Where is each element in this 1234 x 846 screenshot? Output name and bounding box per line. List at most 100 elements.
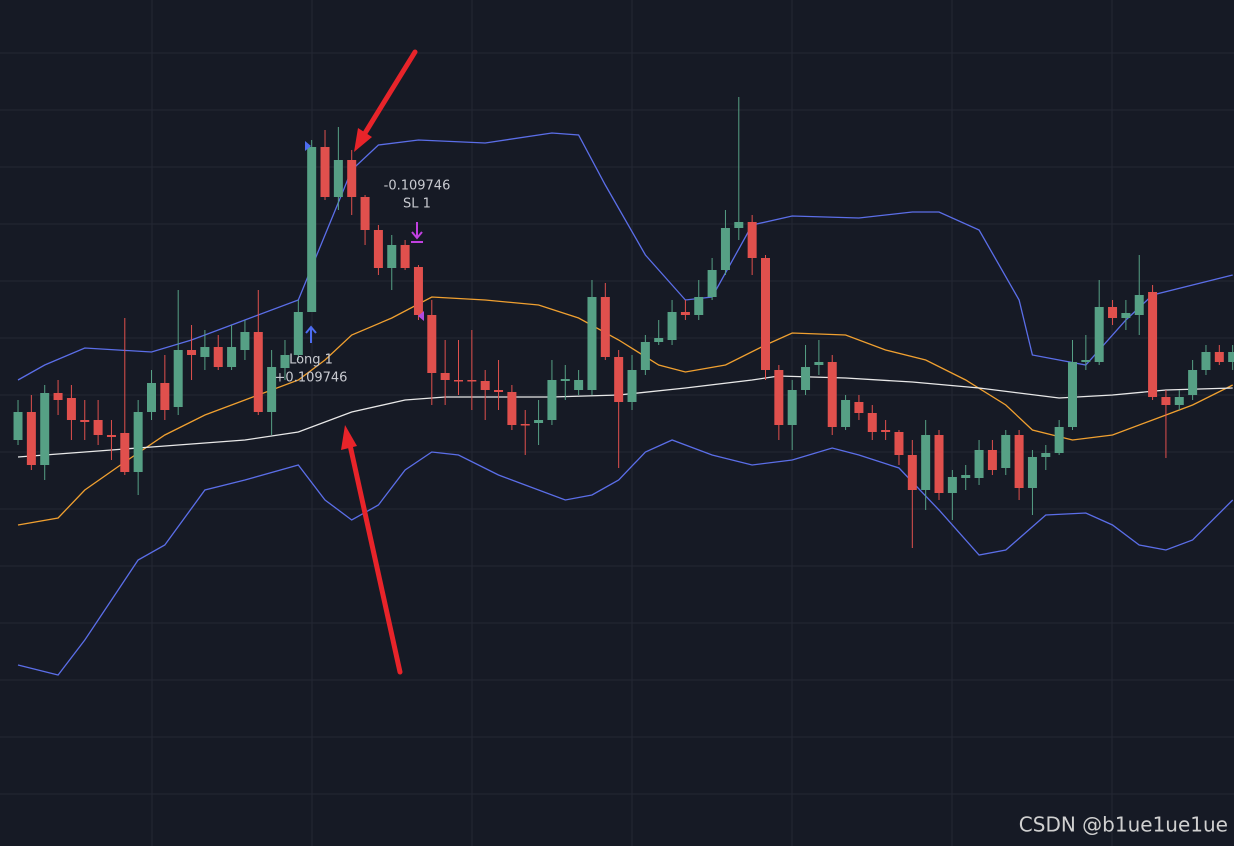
candle-body (307, 147, 317, 312)
candle-body (106, 435, 116, 437)
candle-body (13, 412, 23, 440)
candle-body (1067, 362, 1077, 427)
annotation: Long 1 (289, 353, 333, 368)
candle-body (146, 383, 156, 412)
arrow-head (341, 425, 357, 450)
arrow-head (354, 128, 372, 152)
candle-body (747, 222, 757, 258)
candle-body (1214, 352, 1224, 362)
candle-body (360, 197, 370, 230)
candle-body (1108, 307, 1118, 318)
candle-body (961, 475, 971, 478)
candle-body (921, 435, 931, 490)
candle-body (187, 350, 197, 355)
candle-body (1001, 435, 1011, 468)
candle-body (160, 383, 170, 410)
candle-body (120, 433, 130, 472)
candle-body (934, 435, 944, 493)
plot (13, 97, 1234, 676)
candle-body (841, 400, 851, 427)
exit-marker (418, 311, 424, 321)
candle-body (1041, 453, 1051, 457)
candle-body (1174, 397, 1184, 405)
candle-body (547, 380, 557, 420)
sl-arrow (411, 222, 423, 243)
candle-body (1148, 292, 1158, 397)
candle-body (814, 362, 824, 365)
candle-body (80, 420, 90, 422)
candle-body (640, 342, 650, 370)
candle-body (827, 362, 837, 427)
candle-body (787, 390, 797, 425)
candle-body (881, 430, 891, 432)
candle-body (667, 312, 677, 340)
watermark: CSDN @b1ue1ue1ue (1019, 813, 1228, 837)
candle-body (1054, 427, 1064, 453)
candle-body (66, 398, 76, 420)
annotation: SL 1 (403, 197, 431, 212)
candle-body (480, 381, 490, 390)
annotation: +0.109746 (275, 371, 348, 386)
arrow (347, 442, 403, 675)
indicator-line (17, 439, 1234, 676)
candle-body (1228, 352, 1234, 362)
candle-body (213, 347, 223, 367)
candle-body (494, 390, 504, 392)
candle-body (854, 402, 864, 413)
candle-body (734, 222, 744, 228)
candle-body (1121, 313, 1131, 318)
arrow (359, 49, 418, 141)
candle-body (427, 315, 437, 373)
long-arrow (305, 325, 317, 343)
candle-body (40, 393, 50, 465)
candle-body (680, 312, 690, 315)
candle-body (253, 332, 263, 412)
candle-body (320, 147, 330, 197)
candle-body (614, 357, 624, 402)
candle-body (227, 347, 237, 367)
candle-body (1094, 307, 1104, 362)
candle-body (280, 355, 290, 368)
candle-body (440, 373, 450, 380)
candle-body (867, 413, 877, 432)
candle-body (240, 332, 250, 350)
candle-body (894, 432, 904, 455)
candle-body (507, 392, 517, 425)
candle-body (387, 245, 397, 268)
candle-body (1188, 370, 1198, 395)
candle-body (333, 160, 343, 197)
candle-body (453, 380, 463, 382)
candle-body (560, 379, 570, 381)
candle-body (347, 160, 357, 197)
candle-body (133, 412, 143, 472)
candle-body (801, 367, 811, 390)
candle-body (694, 297, 704, 315)
candle-body (720, 228, 730, 270)
candle-body (200, 347, 210, 357)
candle-body (974, 450, 984, 478)
candle-body (53, 393, 63, 400)
candle-body (1161, 397, 1171, 405)
candle-body (1201, 352, 1211, 370)
candle-body (400, 245, 410, 268)
markers (305, 141, 424, 343)
candle-body (574, 380, 584, 390)
candle-body (267, 367, 277, 412)
candle-body (907, 455, 917, 490)
candle-body (654, 338, 664, 342)
entry-marker (305, 141, 311, 151)
candle-body (293, 312, 303, 355)
candle-body (774, 370, 784, 425)
candle-body (173, 350, 183, 407)
candle-body (707, 270, 717, 297)
candle-body (1134, 295, 1144, 315)
candle-body (26, 412, 36, 465)
candle-body (413, 267, 423, 315)
candle-body (534, 420, 544, 423)
candle-body (627, 370, 637, 402)
candle-body (760, 258, 770, 370)
indicator-line (17, 296, 1233, 526)
candle-body (520, 424, 530, 426)
